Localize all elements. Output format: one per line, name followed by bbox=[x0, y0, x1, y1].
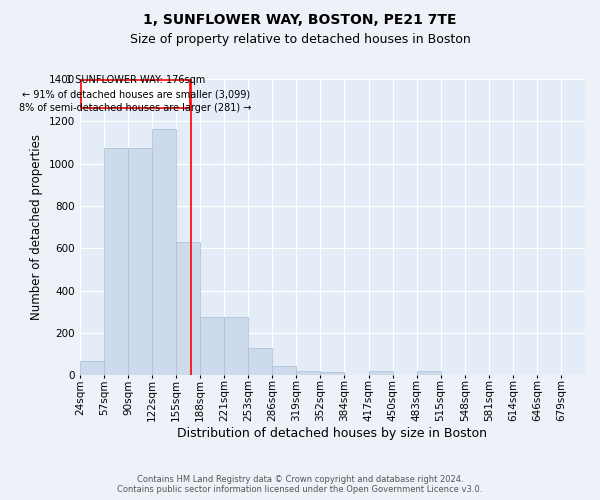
Bar bbox=[272, 366, 296, 375]
Bar bbox=[200, 317, 224, 375]
Bar bbox=[416, 372, 440, 375]
Bar bbox=[368, 372, 392, 375]
Bar bbox=[224, 317, 248, 375]
Bar bbox=[152, 128, 176, 375]
Y-axis label: Number of detached properties: Number of detached properties bbox=[30, 134, 43, 320]
Bar bbox=[248, 348, 272, 375]
Text: Contains HM Land Registry data © Crown copyright and database right 2024.
Contai: Contains HM Land Registry data © Crown c… bbox=[118, 474, 482, 494]
Bar bbox=[80, 362, 104, 375]
Bar bbox=[104, 148, 128, 375]
Bar bbox=[128, 148, 152, 375]
Text: Size of property relative to detached houses in Boston: Size of property relative to detached ho… bbox=[130, 32, 470, 46]
Bar bbox=[320, 372, 344, 375]
Bar bbox=[296, 372, 320, 375]
FancyBboxPatch shape bbox=[81, 80, 190, 108]
Text: 1, SUNFLOWER WAY, BOSTON, PE21 7TE: 1, SUNFLOWER WAY, BOSTON, PE21 7TE bbox=[143, 12, 457, 26]
X-axis label: Distribution of detached houses by size in Boston: Distribution of detached houses by size … bbox=[178, 427, 487, 440]
Bar bbox=[176, 242, 200, 375]
Text: 1 SUNFLOWER WAY: 176sqm
← 91% of detached houses are smaller (3,099)
8% of semi-: 1 SUNFLOWER WAY: 176sqm ← 91% of detache… bbox=[19, 76, 252, 114]
